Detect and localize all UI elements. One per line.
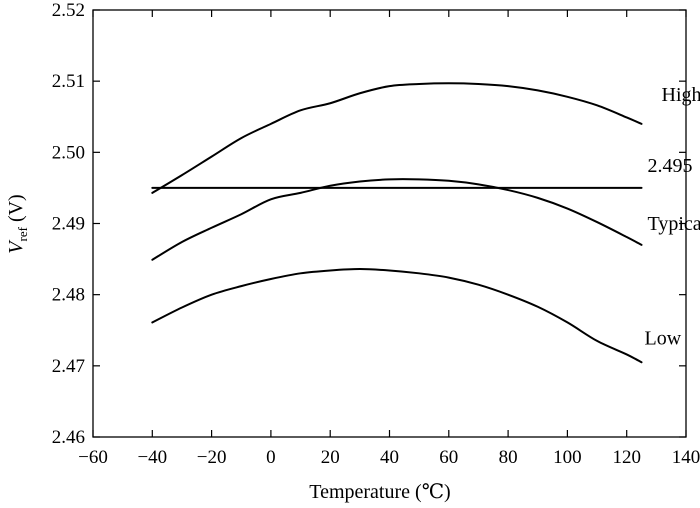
series-label-layer: High 2.495 Typical Low <box>645 84 700 349</box>
y-tick-label: 2.48 <box>52 285 85 306</box>
series-line-typical <box>151 178 643 261</box>
series-line-high <box>151 82 643 194</box>
x-axis-title: Temperature (℃) <box>309 481 450 503</box>
x-tick-label: 0 <box>266 447 276 468</box>
x-tick-label: −40 <box>137 447 167 468</box>
y-tick-label: 2.47 <box>52 356 85 377</box>
x-tick-label: 80 <box>499 447 518 468</box>
y-tick-label: 2.50 <box>52 142 85 163</box>
series-label-typical: Typical <box>648 213 700 235</box>
series-line-low <box>151 268 643 364</box>
y-axis-title-subscript: ref <box>15 226 30 241</box>
y-tick-label: 2.52 <box>52 0 85 21</box>
series-layer <box>151 82 643 364</box>
x-tick-label: −20 <box>197 447 227 468</box>
x-tick-label: 20 <box>321 447 340 468</box>
x-tick-label: 40 <box>380 447 399 468</box>
x-tick-label: 60 <box>439 447 458 468</box>
x-tick-label: 100 <box>553 447 582 468</box>
y-axis-title: Vref (V) <box>5 194 30 253</box>
y-tick-label: 2.46 <box>52 427 85 448</box>
x-tick-label: 120 <box>612 447 641 468</box>
series-label-2-495: 2.495 <box>648 155 693 177</box>
y-axis-title-symbol: V <box>5 239 27 254</box>
y-tick-label: 2.49 <box>52 214 85 235</box>
plot-frame <box>92 9 687 438</box>
series-label-low: Low <box>645 327 682 349</box>
y-axis-title-unit: (V) <box>5 194 27 227</box>
x-tick-label: −60 <box>78 447 108 468</box>
series-label-high: High <box>662 84 700 106</box>
y-tick-label: 2.51 <box>52 71 85 92</box>
x-tick-label: 140 <box>672 447 700 468</box>
axis-layer: −60 −40 −20 0 20 40 60 80 100 120 140 2.46 2.47 2.48 2… <box>52 0 700 468</box>
